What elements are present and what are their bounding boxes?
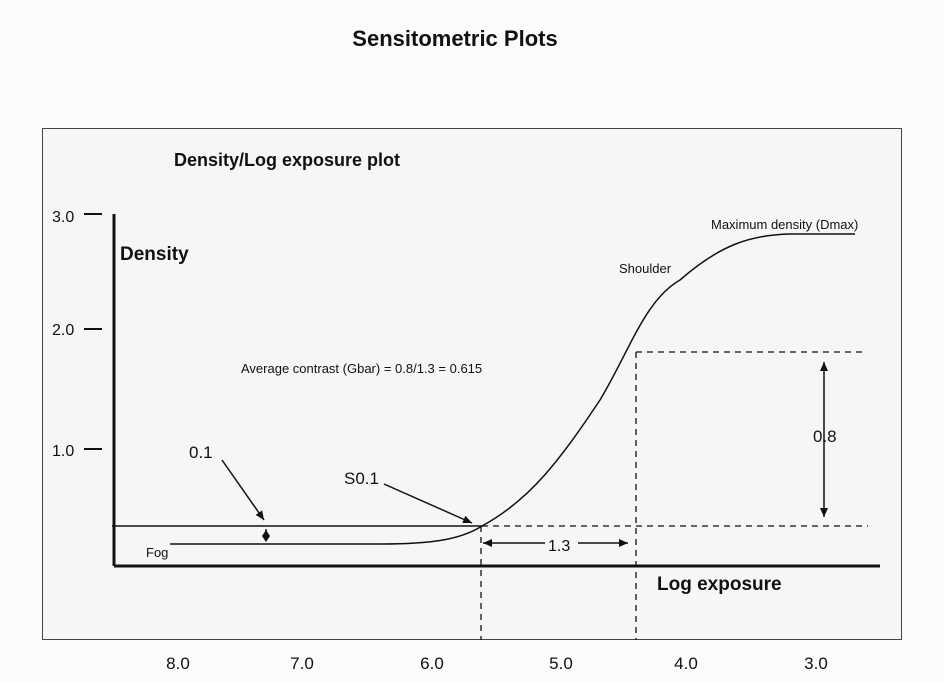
- x-tick-3: 3.0: [804, 654, 828, 673]
- x-axis-label: Log exposure: [657, 574, 782, 595]
- x-tick-4: 4.0: [674, 654, 698, 673]
- y-tick-2: 2.0: [52, 322, 102, 339]
- x-tick-7: 7.0: [290, 654, 314, 673]
- fog-increment-label: 0.1: [189, 443, 213, 462]
- page-title: Sensitometric Plots: [352, 26, 558, 51]
- fog-increment-leader: [221, 459, 265, 521]
- shoulder-label: Shoulder: [619, 261, 672, 276]
- y-axis-label: Density: [120, 244, 189, 265]
- fog-increment-diamond: [262, 530, 270, 542]
- svg-text:1.0: 1.0: [52, 443, 74, 460]
- average-contrast-label: Average contrast (Gbar) = 0.8/1.3 = 0.61…: [241, 361, 482, 376]
- logE-delta-label: 1.3: [548, 538, 570, 555]
- density-delta-label: 0.8: [813, 427, 837, 446]
- s01-leader: [383, 483, 473, 524]
- plot-frame: [42, 128, 902, 640]
- x-tick-8: 8.0: [166, 654, 190, 673]
- dmax-label: Maximum density (Dmax): [711, 217, 858, 232]
- x-tick-6: 6.0: [420, 654, 444, 673]
- panel-title: Density/Log exposure plot: [174, 150, 400, 170]
- characteristic-curve: [170, 233, 855, 545]
- y-tick-1: 1.0: [52, 443, 102, 460]
- x-tick-5: 5.0: [549, 654, 573, 673]
- s01-label: S0.1: [344, 469, 379, 488]
- svg-text:2.0: 2.0: [52, 322, 74, 339]
- fog-label: Fog: [146, 545, 168, 560]
- svg-text:3.0: 3.0: [52, 209, 74, 226]
- y-tick-3: 3.0: [52, 209, 102, 226]
